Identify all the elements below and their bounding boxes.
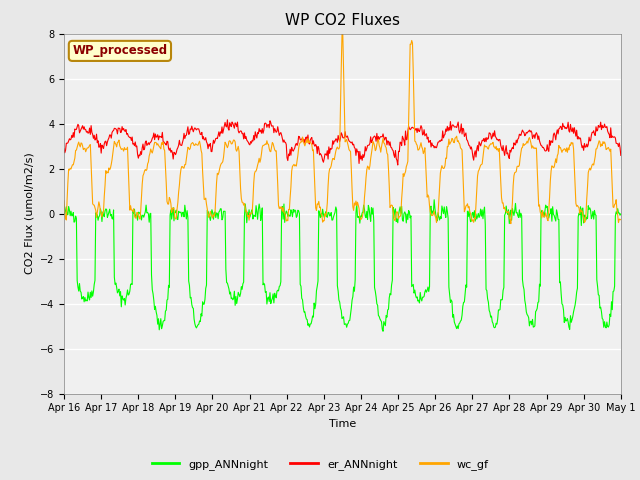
er_ANNnight: [60, 146, 68, 152]
er_ANNnight: [223, 117, 231, 123]
wc_gf: [60, 198, 68, 204]
er_ANNnight: [412, 127, 419, 133]
wc_gf: [617, 217, 625, 223]
er_ANNnight: [617, 153, 625, 158]
er_ANNnight: [394, 162, 402, 168]
wc_gf: [338, 31, 346, 36]
Text: WP_processed: WP_processed: [72, 44, 168, 58]
wc_gf: [127, 207, 135, 213]
Legend: gpp_ANNnight, er_ANNnight, wc_gf: gpp_ANNnight, er_ANNnight, wc_gf: [147, 455, 493, 474]
gpp_ANNnight: [127, 281, 135, 287]
gpp_ANNnight: [184, 215, 192, 221]
gpp_ANNnight: [380, 328, 387, 334]
Title: WP CO2 Fluxes: WP CO2 Fluxes: [285, 13, 400, 28]
er_ANNnight: [184, 124, 192, 130]
gpp_ANNnight: [60, 208, 68, 214]
wc_gf: [70, 158, 78, 164]
wc_gf: [507, 221, 515, 227]
gpp_ANNnight: [411, 287, 419, 293]
er_ANNnight: [214, 136, 221, 142]
wc_gf: [411, 138, 419, 144]
Y-axis label: CO2 Flux (umol/m2/s): CO2 Flux (umol/m2/s): [24, 153, 35, 275]
wc_gf: [428, 212, 435, 217]
gpp_ANNnight: [617, 211, 625, 217]
Line: wc_gf: wc_gf: [64, 34, 621, 224]
gpp_ANNnight: [428, 204, 435, 209]
wc_gf: [184, 144, 192, 150]
gpp_ANNnight: [430, 197, 438, 203]
er_ANNnight: [428, 140, 436, 146]
X-axis label: Time: Time: [329, 419, 356, 429]
gpp_ANNnight: [70, 219, 78, 225]
wc_gf: [214, 170, 221, 176]
Line: gpp_ANNnight: gpp_ANNnight: [64, 200, 621, 331]
er_ANNnight: [127, 138, 135, 144]
gpp_ANNnight: [214, 210, 221, 216]
er_ANNnight: [70, 134, 78, 140]
Line: er_ANNnight: er_ANNnight: [64, 120, 621, 165]
